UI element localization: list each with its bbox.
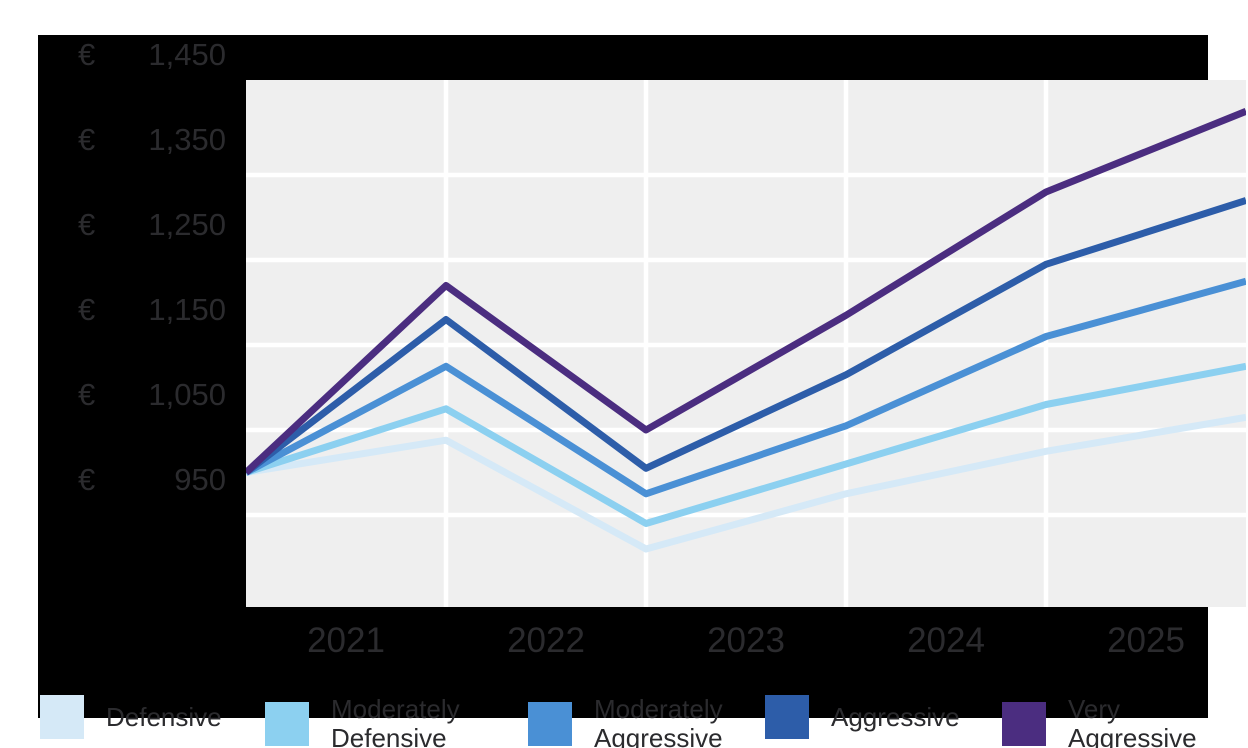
y-tick-label: €1,050	[78, 377, 226, 412]
y-tick-label: €1,450	[78, 37, 226, 72]
plot-area	[246, 80, 1246, 607]
x-tick-label: 2024	[907, 621, 985, 660]
y-tick-value: 1,150	[148, 292, 226, 327]
x-tick-label: 2025	[1107, 621, 1185, 660]
legend-swatch	[528, 702, 572, 746]
y-tick-value: 1,250	[148, 207, 226, 242]
legend-item-moderately-aggressive: Moderately Aggressive	[528, 695, 723, 748]
currency-symbol: €	[78, 122, 96, 157]
currency-symbol: €	[78, 292, 96, 327]
series-line-very-aggressive	[246, 108, 1246, 476]
legend-swatch	[40, 695, 84, 739]
legend: Defensive Moderately Defensive Moderately …	[38, 690, 1248, 748]
y-tick-value: 950	[174, 462, 226, 497]
y-tick-value: 1,350	[148, 122, 226, 157]
y-tick-value: 1,050	[148, 377, 226, 412]
legend-swatch	[265, 702, 309, 746]
legend-item-very-aggressive: Very Aggressive	[1002, 695, 1197, 748]
legend-label: Moderately Defensive	[331, 694, 460, 748]
gridlines	[246, 80, 1246, 607]
currency-symbol: €	[78, 462, 96, 497]
currency-symbol: €	[78, 37, 96, 72]
legend-swatch	[1002, 702, 1046, 746]
legend-label: Aggressive	[831, 701, 960, 732]
x-tick-label: 2022	[507, 621, 585, 660]
currency-symbol: €	[78, 377, 96, 412]
y-tick-value: 1,450	[148, 37, 226, 72]
legend-item-aggressive: Aggressive	[765, 695, 960, 739]
currency-symbol: €	[78, 207, 96, 242]
series-line-defensive	[246, 413, 1246, 553]
x-axis: 2021 2022 2023 2024 2025	[246, 619, 1246, 663]
legend-label: Defensive	[106, 701, 222, 732]
series-line-aggressive	[246, 197, 1246, 476]
y-tick-label: €1,150	[78, 292, 226, 327]
x-tick-label: 2023	[707, 621, 785, 660]
legend-label: Moderately Aggressive	[594, 694, 723, 748]
y-tick-label: €1,350	[78, 122, 226, 157]
y-tick-label: €1,250	[78, 207, 226, 242]
y-axis: €1,450 €1,350 €1,250 €1,150 €1,050 €950	[78, 35, 226, 607]
x-tick-label: 2021	[307, 621, 385, 660]
line-chart-svg	[246, 80, 1246, 607]
series-line-moderately-aggressive	[246, 277, 1246, 498]
legend-label: Very Aggressive	[1068, 694, 1197, 748]
y-tick-label: €950	[78, 462, 226, 497]
chart-panel-background: €1,450 €1,350 €1,250 €1,150 €1,050 €950 2021 2…	[38, 35, 1246, 748]
series-line-moderately-defensive	[246, 362, 1246, 527]
legend-swatch	[765, 695, 809, 739]
series-lines	[246, 108, 1246, 553]
legend-item-defensive: Defensive	[40, 695, 222, 739]
legend-item-moderately-defensive: Moderately Defensive	[265, 695, 460, 748]
